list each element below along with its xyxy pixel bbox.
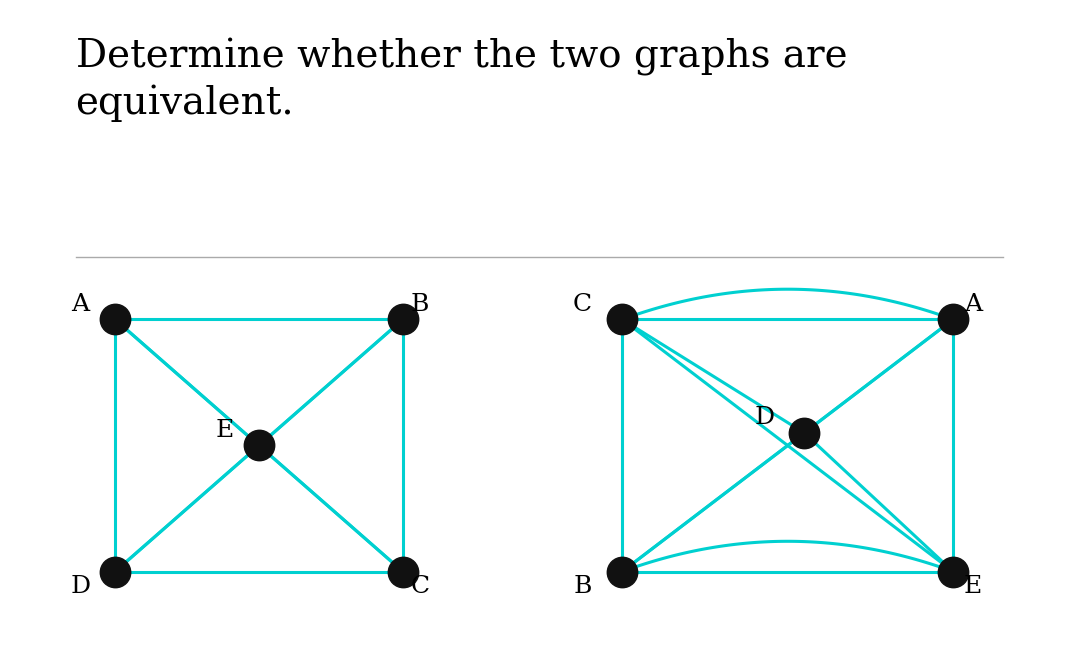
Point bbox=[614, 566, 631, 577]
Text: E: E bbox=[964, 575, 982, 598]
Text: C: C bbox=[573, 293, 592, 316]
Text: A: A bbox=[964, 293, 982, 316]
Point bbox=[614, 314, 631, 325]
Point bbox=[107, 566, 124, 577]
Point bbox=[944, 566, 961, 577]
Text: Determine whether the two graphs are
equivalent.: Determine whether the two graphs are equ… bbox=[76, 38, 847, 122]
Text: E: E bbox=[216, 419, 233, 442]
Text: D: D bbox=[70, 575, 91, 598]
Point bbox=[795, 428, 812, 438]
Text: A: A bbox=[71, 293, 90, 316]
Text: D: D bbox=[754, 407, 775, 429]
Point bbox=[394, 314, 411, 325]
Point bbox=[250, 440, 268, 451]
Text: B: B bbox=[573, 575, 591, 598]
Text: B: B bbox=[411, 293, 429, 316]
Point bbox=[107, 314, 124, 325]
Point bbox=[944, 314, 961, 325]
Point bbox=[394, 566, 411, 577]
Text: C: C bbox=[410, 575, 429, 598]
